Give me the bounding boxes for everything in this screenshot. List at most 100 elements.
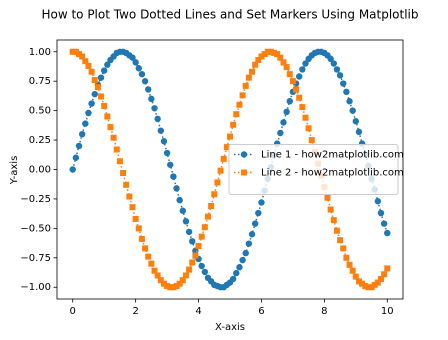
x-tick-label: 10 bbox=[381, 306, 394, 317]
marker bbox=[352, 273, 359, 280]
marker bbox=[100, 67, 108, 74]
y-axis-label: Y-axis bbox=[9, 156, 20, 186]
marker bbox=[245, 74, 252, 81]
marker bbox=[167, 161, 174, 168]
x-tick-label: 6 bbox=[258, 306, 264, 317]
marker bbox=[94, 84, 101, 91]
marker bbox=[368, 284, 375, 291]
marker bbox=[302, 60, 309, 67]
marker bbox=[233, 111, 240, 118]
marker bbox=[75, 142, 83, 150]
y-tick-label: 1.00 bbox=[29, 47, 51, 58]
marker bbox=[123, 181, 130, 188]
marker bbox=[78, 130, 86, 138]
marker bbox=[198, 233, 205, 240]
marker bbox=[135, 225, 142, 232]
marker bbox=[85, 109, 92, 117]
marker bbox=[283, 108, 290, 116]
marker bbox=[239, 92, 246, 99]
marker bbox=[355, 278, 362, 285]
marker bbox=[157, 127, 164, 134]
marker bbox=[151, 105, 158, 112]
marker bbox=[324, 194, 331, 201]
marker bbox=[72, 48, 79, 55]
marker bbox=[251, 220, 259, 227]
marker bbox=[201, 224, 208, 231]
marker bbox=[79, 53, 86, 60]
marker bbox=[179, 207, 187, 214]
marker bbox=[271, 49, 278, 56]
marker bbox=[286, 98, 293, 105]
marker bbox=[91, 90, 98, 98]
marker bbox=[138, 235, 145, 242]
marker bbox=[138, 70, 146, 78]
marker bbox=[204, 213, 211, 220]
marker bbox=[151, 267, 158, 274]
marker bbox=[286, 71, 293, 78]
marker bbox=[104, 61, 111, 68]
marker bbox=[333, 227, 340, 234]
marker bbox=[132, 59, 139, 66]
marker bbox=[132, 215, 139, 222]
marker bbox=[252, 61, 259, 68]
marker bbox=[141, 78, 149, 85]
marker bbox=[160, 280, 167, 287]
marker bbox=[97, 74, 105, 81]
marker bbox=[179, 277, 186, 284]
marker bbox=[76, 51, 83, 58]
y-tick-label: −0.75 bbox=[20, 253, 51, 264]
legend-label: Line 1 - how2matplotlib.com bbox=[261, 150, 404, 161]
marker bbox=[258, 53, 265, 60]
marker bbox=[343, 254, 350, 261]
marker bbox=[211, 191, 218, 198]
marker bbox=[185, 228, 193, 236]
marker bbox=[302, 114, 309, 121]
marker bbox=[296, 73, 303, 80]
marker bbox=[343, 88, 350, 96]
marker bbox=[337, 237, 344, 244]
marker bbox=[267, 48, 274, 55]
marker bbox=[349, 267, 356, 274]
marker bbox=[173, 185, 180, 192]
marker bbox=[371, 281, 378, 288]
x-tick-label: 0 bbox=[70, 306, 76, 317]
marker bbox=[283, 64, 290, 71]
marker bbox=[346, 261, 353, 268]
marker bbox=[220, 155, 227, 162]
marker bbox=[145, 253, 152, 260]
x-axis-label: X-axis bbox=[215, 322, 245, 333]
marker bbox=[384, 265, 391, 272]
marker bbox=[381, 271, 388, 278]
marker bbox=[195, 243, 202, 250]
y-tick-label: −1.00 bbox=[20, 282, 51, 293]
marker bbox=[340, 80, 347, 87]
y-tick-label: 0.25 bbox=[29, 135, 51, 146]
marker bbox=[186, 266, 193, 273]
marker bbox=[336, 72, 344, 79]
marker bbox=[346, 98, 353, 105]
marker bbox=[264, 48, 271, 55]
marker bbox=[359, 280, 366, 287]
marker bbox=[120, 170, 127, 177]
marker bbox=[223, 144, 230, 151]
marker bbox=[170, 173, 177, 180]
x-tick-label: 2 bbox=[132, 306, 138, 317]
marker bbox=[170, 284, 177, 291]
marker bbox=[227, 133, 233, 140]
marker bbox=[182, 218, 190, 225]
marker bbox=[261, 51, 268, 58]
marker bbox=[245, 240, 253, 247]
marker bbox=[280, 119, 287, 126]
marker bbox=[82, 120, 89, 127]
marker bbox=[230, 121, 237, 128]
marker bbox=[327, 206, 334, 213]
chart-title: How to Plot Two Dotted Lines and Set Mar… bbox=[41, 8, 418, 22]
marker bbox=[377, 209, 385, 217]
marker bbox=[208, 202, 215, 209]
legend-marker bbox=[240, 151, 248, 158]
marker bbox=[82, 58, 89, 65]
marker bbox=[85, 62, 92, 69]
marker bbox=[236, 264, 243, 271]
marker bbox=[330, 60, 337, 67]
